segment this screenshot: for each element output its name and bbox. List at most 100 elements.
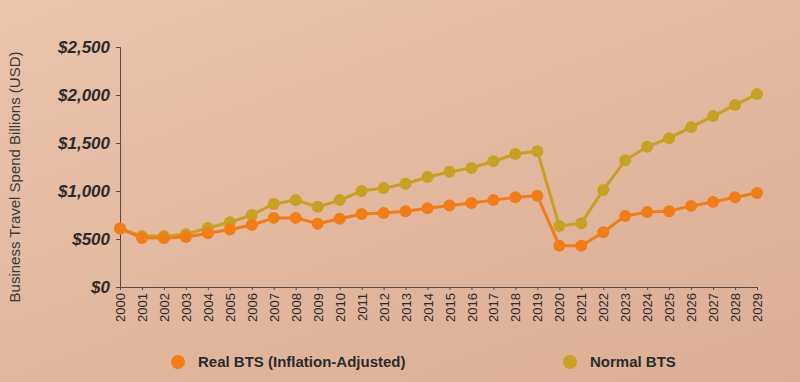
- x-tick-mark: [603, 287, 604, 290]
- series-line: [120, 193, 757, 246]
- x-tick: 2004: [201, 287, 216, 322]
- x-tick: 2009: [311, 287, 326, 322]
- x-tick-label: 2008: [289, 293, 304, 322]
- series-point: [509, 191, 521, 203]
- x-tick-mark: [537, 287, 538, 290]
- series-point: [663, 205, 675, 217]
- series-point: [487, 155, 499, 167]
- x-tick: 2028: [728, 287, 743, 322]
- x-tick-mark: [647, 287, 648, 290]
- x-tick-mark: [449, 287, 450, 290]
- series-point: [729, 191, 741, 203]
- series-point: [751, 187, 763, 199]
- x-tick-label: 2022: [596, 293, 611, 322]
- y-tick: $1,500: [57, 134, 120, 153]
- x-tick: 2018: [508, 287, 523, 322]
- series-point: [136, 232, 148, 244]
- series-point: [246, 219, 258, 231]
- series-point: [378, 207, 390, 219]
- x-tick: 2010: [333, 287, 348, 322]
- x-tick-label: 2005: [223, 293, 238, 322]
- x-tick-mark: [384, 287, 385, 290]
- x-tick-mark: [493, 287, 494, 290]
- series-point: [509, 148, 521, 160]
- y-tick-mark: [116, 143, 120, 144]
- series-point: [312, 201, 324, 213]
- series-point: [422, 202, 434, 214]
- x-tick-mark: [164, 287, 165, 290]
- series-point: [729, 99, 741, 111]
- series-point: [114, 222, 126, 234]
- series-point: [465, 162, 477, 174]
- series-point: [114, 222, 126, 234]
- x-tick: 2016: [464, 287, 479, 322]
- x-tick-mark: [625, 287, 626, 290]
- x-tick-mark: [691, 287, 692, 290]
- x-tick-label: 2027: [706, 293, 721, 322]
- x-tick: 2023: [618, 287, 633, 322]
- x-tick: 2025: [662, 287, 677, 322]
- y-tick-label: $500: [71, 230, 110, 249]
- series-point: [531, 190, 543, 202]
- x-tick: 2006: [245, 287, 260, 322]
- x-tick-label: 2017: [486, 293, 501, 322]
- x-tick: 2011: [355, 287, 370, 321]
- series-point: [356, 185, 368, 197]
- series-point: [268, 212, 280, 224]
- y-tick-label: $1,500: [57, 134, 111, 153]
- y-tick-mark: [116, 95, 120, 96]
- x-tick: 2013: [399, 287, 414, 322]
- series-point: [707, 196, 719, 208]
- series-point: [685, 200, 697, 212]
- x-tick-mark: [208, 287, 209, 290]
- x-tick: 2008: [289, 287, 304, 322]
- x-tick-mark: [274, 287, 275, 290]
- x-tick: 2029: [750, 287, 765, 322]
- x-tick: 2020: [552, 287, 567, 322]
- x-tick-label: 2007: [267, 293, 282, 322]
- series-point: [290, 212, 302, 224]
- x-tick: 2003: [179, 287, 194, 322]
- series-point: [334, 213, 346, 225]
- x-tick-label: 2013: [399, 293, 414, 322]
- legend-item: Normal BTS: [563, 353, 676, 370]
- y-tick-mark: [116, 191, 120, 192]
- x-tick-mark: [230, 287, 231, 290]
- series-point: [400, 205, 412, 217]
- series-point: [597, 226, 609, 238]
- series-point: [465, 197, 477, 209]
- x-tick-label: 2006: [245, 293, 260, 322]
- y-axis-line: [116, 48, 121, 288]
- x-tick-label: 2019: [530, 293, 545, 322]
- x-tick: 2027: [706, 287, 721, 322]
- x-tick-label: 2015: [443, 293, 458, 322]
- x-tick: 2015: [443, 287, 458, 322]
- x-tick: 2019: [530, 287, 545, 322]
- legend-label: Real BTS (Inflation-Adjusted): [198, 353, 406, 370]
- x-tick-label: 2002: [157, 293, 172, 322]
- legend-marker: [171, 355, 185, 369]
- x-tick-label: 2021: [574, 293, 589, 322]
- x-tick-label: 2000: [113, 293, 128, 322]
- x-tick-mark: [318, 287, 319, 290]
- x-tick-label: 2016: [464, 293, 479, 322]
- y-axis: $0$500$1,000$1,500$2,000$2,500: [57, 38, 121, 297]
- series-point: [685, 121, 697, 133]
- x-tick-mark: [142, 287, 143, 290]
- x-tick-label: 2024: [640, 293, 655, 322]
- x-tick-mark: [757, 287, 758, 290]
- x-tick-label: 2020: [552, 293, 567, 322]
- series-point: [553, 220, 565, 232]
- series-point: [641, 141, 653, 153]
- series-point: [575, 217, 587, 229]
- y-tick-label: $0: [90, 278, 110, 297]
- x-tick-mark: [713, 287, 714, 290]
- series-point: [575, 240, 587, 252]
- x-tick-label: 2023: [618, 293, 633, 322]
- x-tick-mark: [581, 287, 582, 290]
- y-tick: $1,000: [57, 182, 120, 201]
- x-tick-mark: [559, 287, 560, 290]
- series-point: [751, 88, 763, 100]
- legend-marker: [563, 355, 577, 369]
- series-point: [400, 178, 412, 190]
